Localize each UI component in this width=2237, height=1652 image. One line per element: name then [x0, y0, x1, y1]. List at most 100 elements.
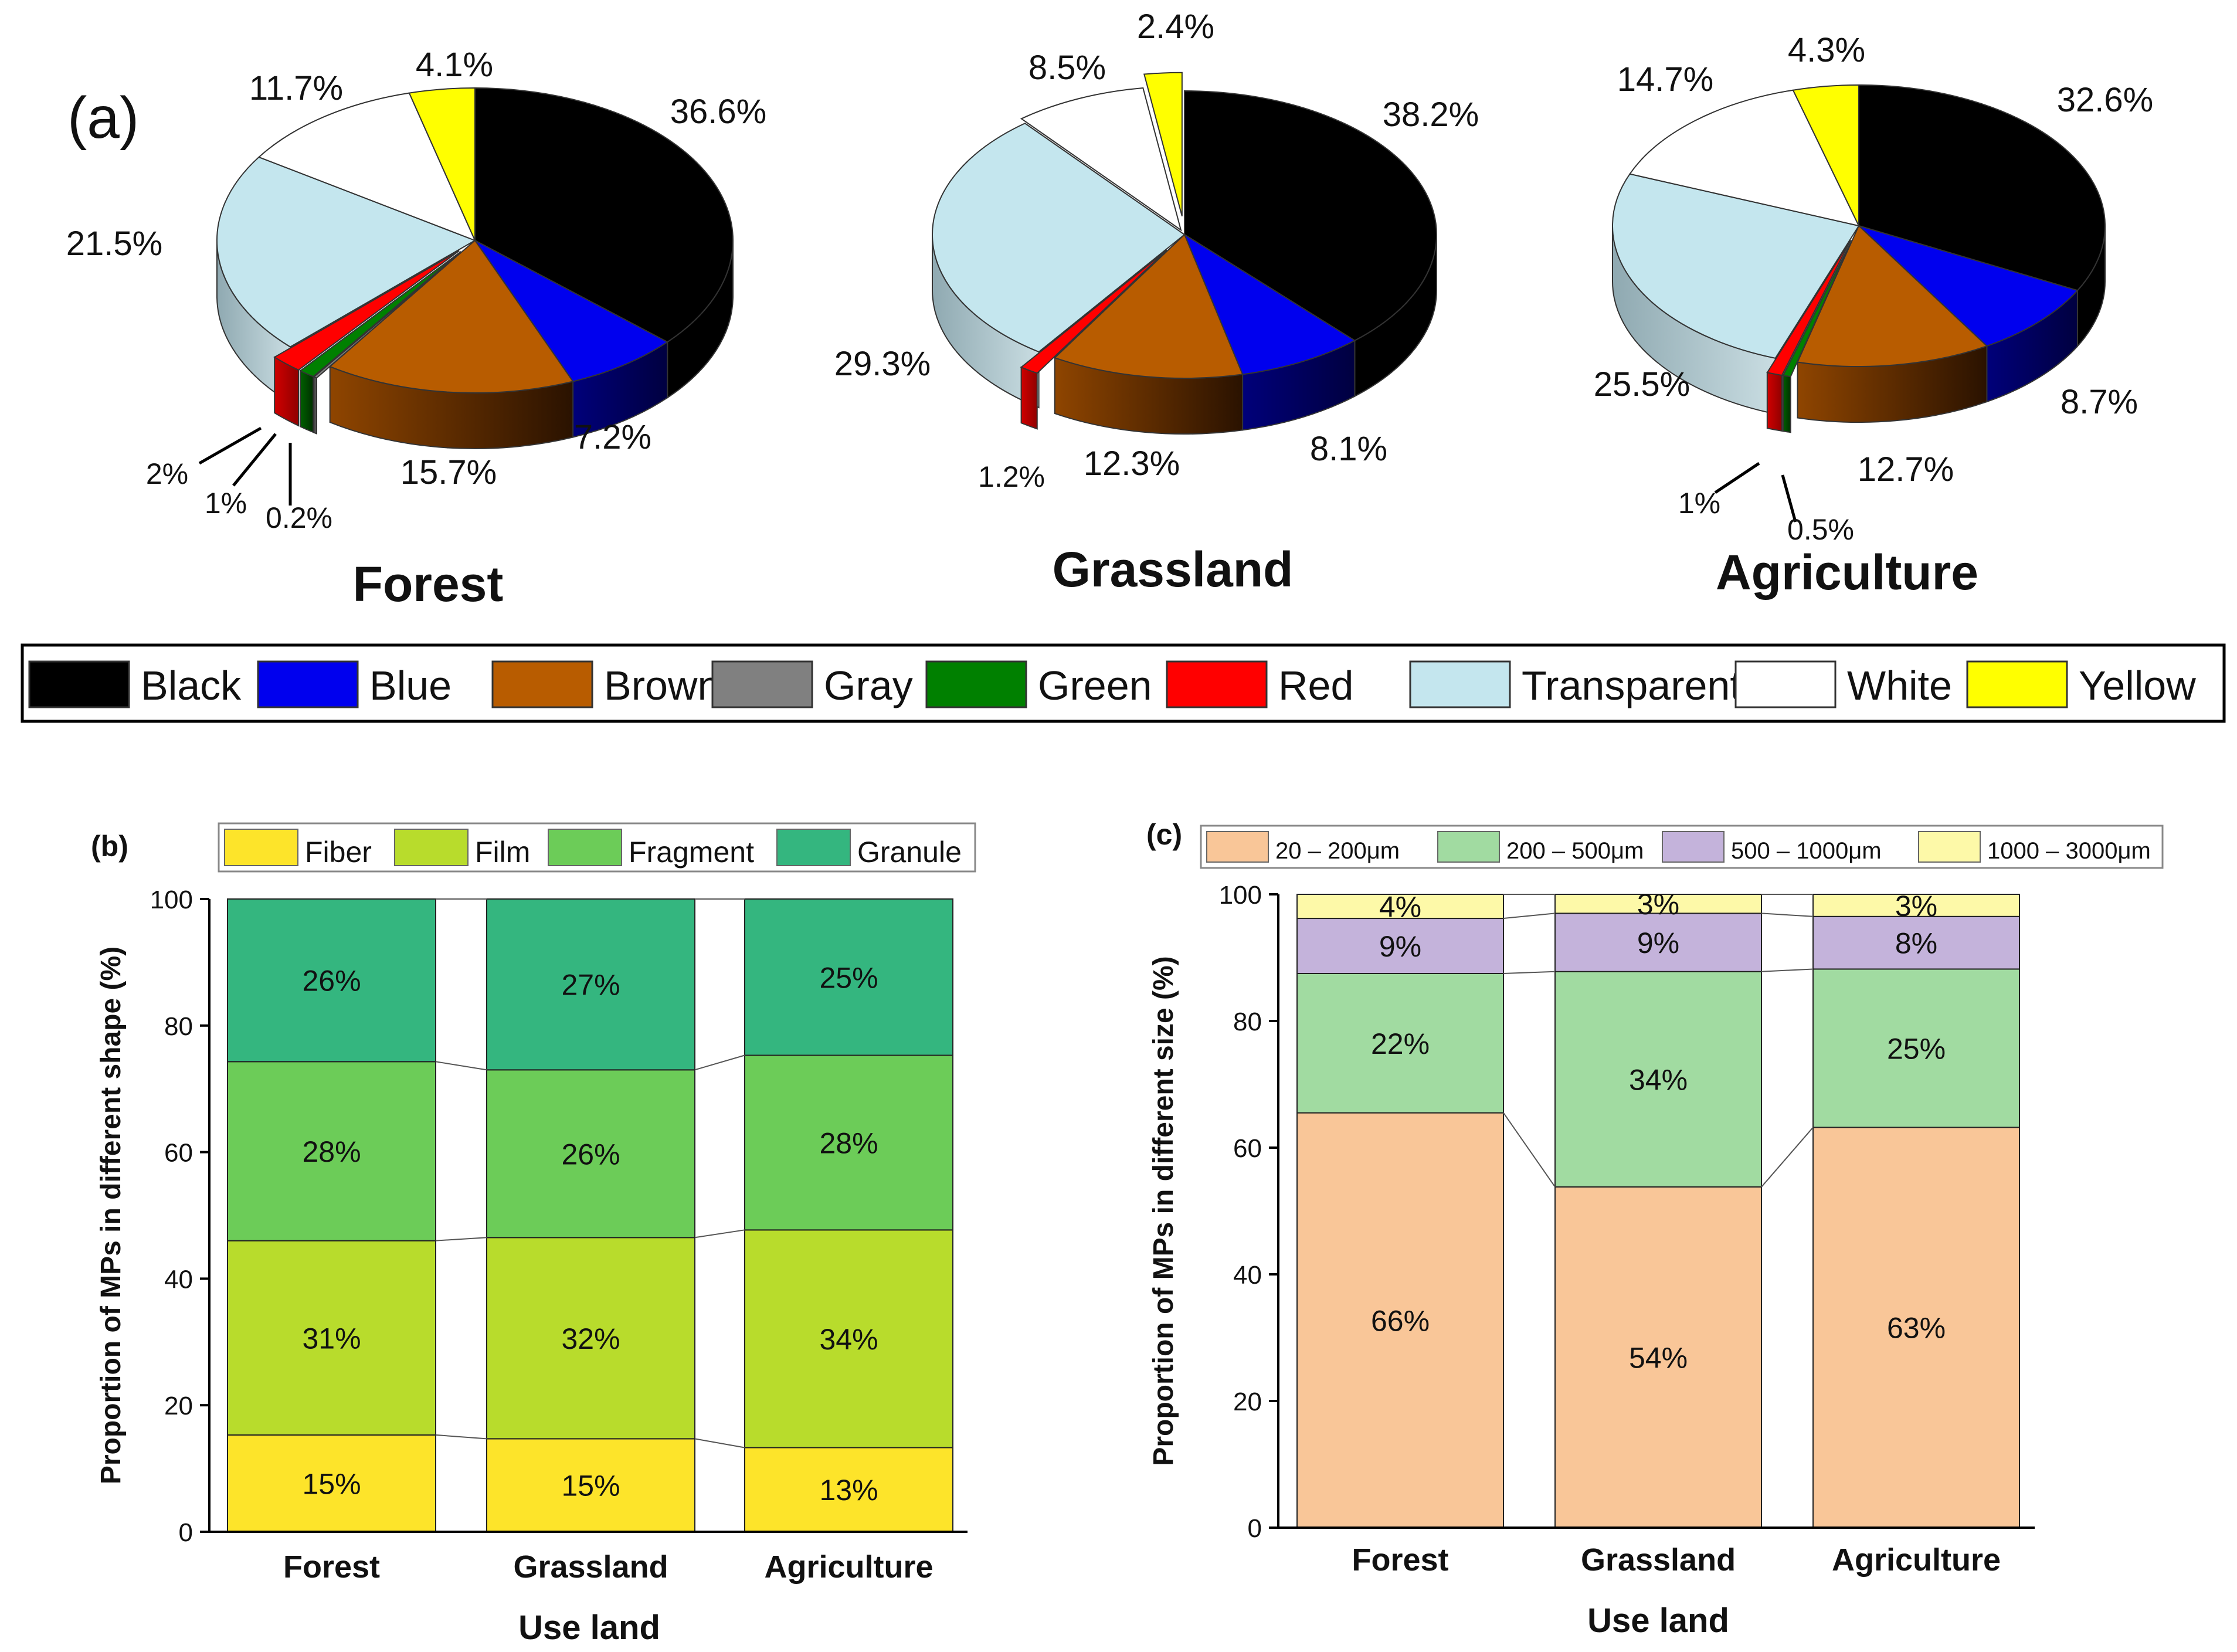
bar-value-label: 34%	[819, 1323, 878, 1356]
legend-swatch-granule	[776, 829, 851, 866]
bar-value-label: 28%	[302, 1135, 361, 1168]
legend-label-granule: Granule	[857, 836, 962, 869]
bar-value-label: 4%	[1379, 891, 1421, 924]
pie-slice-yellow	[408, 87, 476, 241]
bar-value-label: 9%	[1637, 927, 1679, 959]
pie-forest: 36.6% 7.2% 15.7% 0.2% 1% 2% 21.5% 11.7% 4.1% Fore…	[66, 46, 766, 612]
size-bar-chart: 20 – 200μm 200 – 500μm 500 – 1000μm 1000 – …	[1148, 825, 2164, 1640]
pie-slice-brown	[1053, 233, 1244, 379]
panel-label-a: (a)	[67, 85, 139, 151]
pie-title-grassland: Grassland	[1053, 542, 1294, 597]
pie-label-red: 2%	[146, 457, 188, 490]
legend-label-blue: Blue	[369, 663, 452, 708]
panel-label-b: (b)	[91, 830, 128, 863]
pie-slice-blue	[1183, 233, 1356, 375]
legend-label-fiber: Fiber	[305, 836, 372, 869]
pie-legend: Black Blue Brown Gray Green Red Transparent Whi…	[21, 643, 2226, 723]
bar-value-label: 27%	[561, 969, 620, 1002]
bar-value-label: 3%	[1637, 888, 1679, 921]
bar-value-label: 25%	[1887, 1032, 1946, 1065]
connector-line	[1503, 1112, 1556, 1188]
legend-label-200-500-m: 200 – 500μm	[1506, 838, 1644, 864]
bar-segment-200-500-m	[1296, 973, 1504, 1114]
bar-value-label: 34%	[1629, 1063, 1688, 1096]
pie-label-yellow: 2.4%	[1137, 8, 1214, 46]
pie-slice-transparent	[216, 156, 477, 348]
pie-label-white: 8.5%	[1028, 49, 1106, 87]
pie-slice-red	[1766, 239, 1851, 376]
legend-swatch-yellow	[1966, 660, 2068, 708]
leader-line-green	[1781, 474, 1797, 523]
bar-value-label: 15%	[302, 1467, 361, 1500]
bar-segment-granule	[227, 898, 436, 1063]
panel-label-c: (c)	[1146, 818, 1182, 851]
pie-label-blue: 8.7%	[2061, 383, 2138, 421]
pie-label-black: 32.6%	[2057, 81, 2153, 119]
bar-segment-granule	[744, 898, 953, 1056]
pie-label-black: 38.2%	[1383, 96, 1479, 134]
bar-segment-fragment	[227, 1061, 436, 1241]
x-tick-label-forest: Forest	[283, 1549, 380, 1585]
connector-line	[694, 1229, 745, 1239]
legend-label-transparent: Transparent	[1522, 663, 1742, 708]
legend-swatch-blue	[257, 660, 359, 708]
legend-swatch-film	[394, 829, 469, 866]
bar-value-label: 13%	[819, 1474, 878, 1507]
bar-segment-granule	[486, 898, 695, 1071]
pie-label-yellow: 4.1%	[416, 46, 493, 84]
pie-label-transparent: 21.5%	[66, 225, 162, 263]
bar-value-label: 8%	[1895, 927, 1937, 960]
bar-value-label: 3%	[1895, 890, 1937, 922]
legend-label-gray: Gray	[824, 663, 913, 708]
pie-slice-green	[1782, 240, 1853, 378]
bar-value-label: 63%	[1887, 1312, 1946, 1345]
y-tick-label: 100	[150, 886, 193, 914]
pie-label-red: 1%	[1678, 487, 1720, 520]
pie-slice-blue	[474, 240, 669, 382]
bar-segment-500-1000-m	[1554, 912, 1762, 972]
legend-swatch-20-200-m	[1206, 831, 1269, 863]
legend-swatch-fiber	[224, 829, 298, 866]
connector-line	[1761, 968, 1814, 972]
pie-label-gray: 0.2%	[266, 501, 332, 534]
pie-label-green: 0.5%	[1787, 513, 1854, 546]
bar-value-label: 22%	[1371, 1027, 1430, 1060]
x-axis-title: Use land	[518, 1609, 660, 1647]
bar-legend: Fiber Film Fragment Granule	[218, 822, 976, 873]
pie-legend-frame	[21, 643, 2226, 723]
pie-slice-transparent	[1612, 173, 1860, 359]
legend-label-1000-3000-m: 1000 – 3000μm	[1987, 838, 2151, 864]
pie-title-agriculture: Agriculture	[1716, 545, 1978, 600]
pie-label-brown: 12.7%	[1858, 450, 1954, 489]
pie-slice-brown	[328, 239, 574, 394]
pie-slice-white	[257, 92, 476, 242]
pie-slice-black	[1184, 90, 1437, 341]
bar-segment-1000-3000-m	[1296, 894, 1504, 920]
legend-swatch-transparent	[1409, 660, 1511, 708]
connector-line	[1503, 971, 1556, 974]
bar-value-label: 9%	[1379, 930, 1421, 963]
pie-side-red	[1020, 366, 1038, 430]
pie-slice-blue	[1858, 225, 2079, 347]
bar-grassland: 15% 32% 26% 27%	[486, 898, 695, 1532]
connector-line	[435, 1434, 487, 1440]
pie-side-red	[1766, 372, 1783, 432]
x-axis-title: Use land	[1587, 1602, 1729, 1640]
x-tick-label-agriculture: Agriculture	[764, 1549, 933, 1585]
y-tick-label: 80	[1233, 1008, 1262, 1036]
bar-segment-20-200-m	[1812, 1127, 2020, 1528]
connector-line	[1761, 1127, 1814, 1188]
pie-slice-white	[1020, 87, 1182, 232]
legend-label-film: Film	[475, 836, 530, 869]
bar-segment-film	[486, 1237, 695, 1440]
connector-line	[1761, 912, 1814, 917]
y-tick-label: 20	[1233, 1388, 1262, 1416]
legend-label-fragment: Fragment	[629, 836, 754, 869]
bar-legend: 20 – 200μm 200 – 500μm 500 – 1000μm 1000 – …	[1200, 825, 2164, 869]
x-tick-label-grassland: Grassland	[1581, 1542, 1736, 1578]
pie-slice-yellow	[1143, 72, 1183, 217]
connector-line	[435, 1061, 487, 1071]
pie-label-brown: 15.7%	[400, 453, 497, 491]
x-tick-label-grassland: Grassland	[513, 1549, 668, 1585]
bar-segment-fragment	[744, 1054, 953, 1231]
